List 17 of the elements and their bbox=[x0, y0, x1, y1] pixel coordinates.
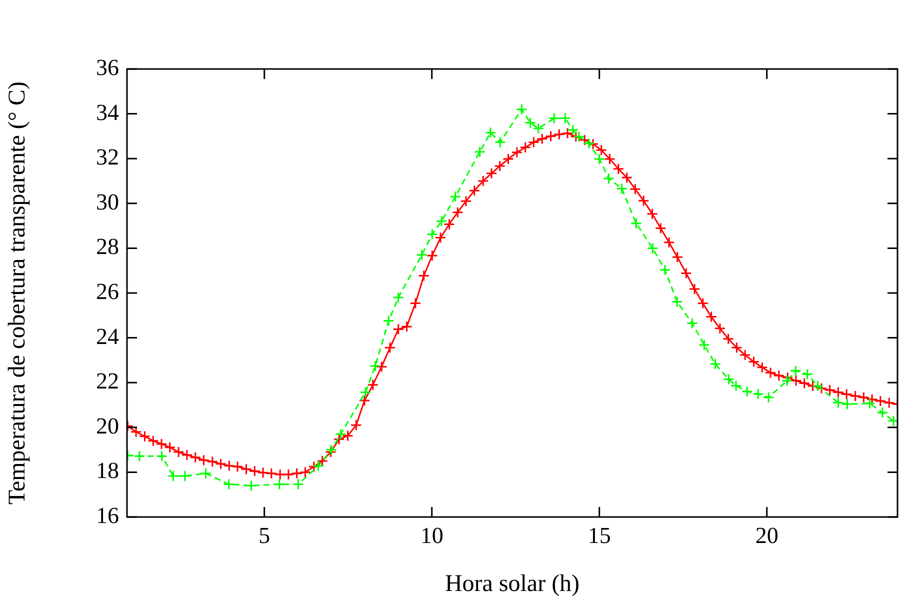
y-tick-label: 16 bbox=[96, 503, 119, 528]
x-tick-label: 10 bbox=[420, 522, 444, 548]
y-tick-label: 26 bbox=[96, 279, 119, 304]
x-tick-label: 20 bbox=[755, 522, 778, 548]
x-tick-label: 5 bbox=[258, 522, 270, 548]
y-tick-label: 20 bbox=[96, 413, 119, 438]
y-axis-title: Temperatura de cobertura transparente (° C) bbox=[4, 81, 31, 505]
x-tick-label: 15 bbox=[588, 522, 611, 548]
y-tick-label: 22 bbox=[96, 368, 119, 394]
y-tick-label: 24 bbox=[96, 324, 120, 349]
y-tick-label: 34 bbox=[96, 100, 120, 125]
y-tick-label: 30 bbox=[96, 189, 119, 214]
y-tick-label: 18 bbox=[96, 458, 119, 484]
y-tick-label: 28 bbox=[96, 234, 119, 260]
x-axis-title: Hora solar (h) bbox=[444, 570, 580, 597]
y-tick-label: 36 bbox=[96, 55, 119, 80]
y-tick-label: 32 bbox=[96, 144, 119, 170]
